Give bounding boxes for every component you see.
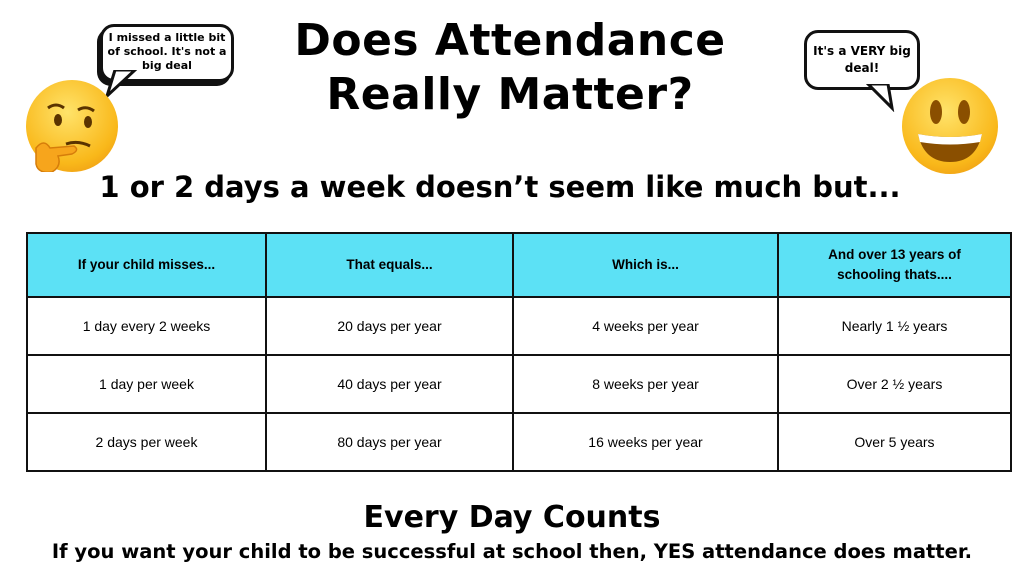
table-header-row: If your child misses... That equals... W… — [26, 232, 1012, 298]
table-cell: 4 weeks per year — [512, 296, 779, 356]
subtitle: 1 or 2 days a week doesn’t seem like muc… — [99, 170, 901, 204]
table-cell: 8 weeks per year — [512, 354, 779, 414]
speech-bubble-right-text: It's a VERY big deal! — [813, 44, 911, 75]
speech-bubble-left-tail — [105, 70, 138, 100]
table-cell: 1 day every 2 weeks — [26, 296, 267, 356]
thinking-face-emoji-icon — [26, 80, 118, 174]
table-cell: 1 day per week — [26, 354, 267, 414]
footer-heading: Every Day Counts — [363, 500, 661, 535]
table-cell: Over 2 ½ years — [777, 354, 1012, 414]
footer-text: If you want your child to be successful … — [51, 540, 973, 563]
speech-bubble-right-tail — [866, 84, 895, 112]
table-row: 1 day every 2 weeks 20 days per year 4 w… — [26, 296, 1012, 356]
table-cell: 16 weeks per year — [512, 412, 779, 472]
speech-bubble-right: It's a VERY big deal! — [804, 30, 920, 90]
speech-bubble-left-text: I missed a little bit of school. It's no… — [107, 31, 227, 72]
column-header: That equals... — [265, 232, 514, 298]
table-cell: Nearly 1 ½ years — [777, 296, 1012, 356]
table-row: 1 day per week 40 days per year 8 weeks … — [26, 354, 1012, 414]
table-cell: 80 days per year — [265, 412, 514, 472]
table-cell: 20 days per year — [265, 296, 514, 356]
attendance-table: If your child misses... That equals... W… — [26, 232, 1012, 472]
grinning-face-emoji-icon — [902, 78, 998, 174]
table-cell: 2 days per week — [26, 412, 267, 472]
column-header: And over 13 years of schooling thats.... — [777, 232, 1012, 298]
column-header: If your child misses... — [26, 232, 267, 298]
table-row: 2 days per week 80 days per year 16 week… — [26, 412, 1012, 472]
table-cell: Over 5 years — [777, 412, 1012, 472]
page-title: Does Attendance Really Matter? — [294, 15, 726, 120]
column-header: Which is... — [512, 232, 779, 298]
table-cell: 40 days per year — [265, 354, 514, 414]
